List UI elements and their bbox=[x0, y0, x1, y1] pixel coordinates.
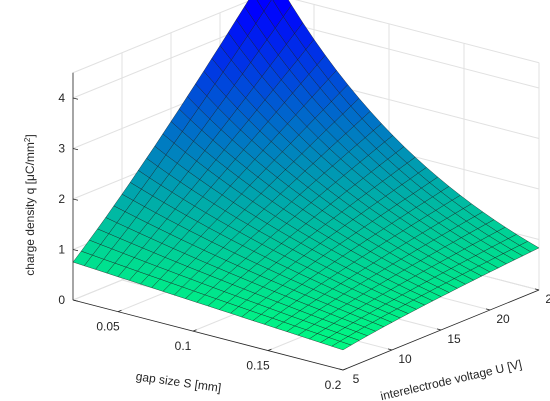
z-tick bbox=[72, 299, 79, 302]
x-tick bbox=[267, 348, 272, 351]
z-tick-label: 4 bbox=[58, 91, 65, 105]
z-tick-labels: 0 1 2 3 4 bbox=[58, 91, 65, 307]
z-tick-label: 0 bbox=[58, 293, 65, 307]
x-tick-labels: 0.05 0.1 0.15 0.2 bbox=[96, 320, 341, 392]
tick-marks bbox=[72, 97, 540, 371]
back-box-edge bbox=[72, 0, 253, 74]
y-tick bbox=[387, 348, 393, 351]
x-axis-label: gap size S [mm] bbox=[135, 369, 222, 395]
z-tick-label: 3 bbox=[58, 142, 65, 156]
z-tick bbox=[72, 97, 79, 100]
z-tick-label: 1 bbox=[58, 243, 65, 257]
x-tick-label: 0.1 bbox=[175, 339, 192, 353]
z-tick-label: 2 bbox=[58, 192, 65, 206]
y-tick bbox=[485, 308, 491, 311]
x-tick bbox=[342, 368, 347, 371]
y-tick bbox=[338, 368, 344, 371]
x-tick-label: 0.2 bbox=[325, 378, 342, 392]
y-tick bbox=[534, 288, 540, 291]
y-tick-label: 5 bbox=[353, 372, 360, 386]
surface-mesh bbox=[72, 0, 540, 351]
y-tick bbox=[436, 328, 442, 331]
y-tick-label: 25 bbox=[545, 292, 550, 306]
y-tick-label: 15 bbox=[447, 332, 461, 346]
x-tick bbox=[117, 309, 122, 313]
x-tick bbox=[192, 329, 197, 332]
z-tick bbox=[72, 249, 79, 252]
z-tick bbox=[72, 198, 79, 201]
surface-patch bbox=[331, 341, 352, 351]
x-tick-label: 0.15 bbox=[246, 359, 270, 373]
z-axis-label: charge density q [μC/mm2] bbox=[23, 134, 38, 275]
y-tick-labels: 5 10 15 20 25 bbox=[353, 292, 550, 386]
z-tick bbox=[72, 148, 79, 151]
y-tick-label: 10 bbox=[398, 352, 412, 366]
x-tick-label: 0.05 bbox=[96, 320, 120, 334]
y-tick-label: 20 bbox=[496, 312, 510, 326]
